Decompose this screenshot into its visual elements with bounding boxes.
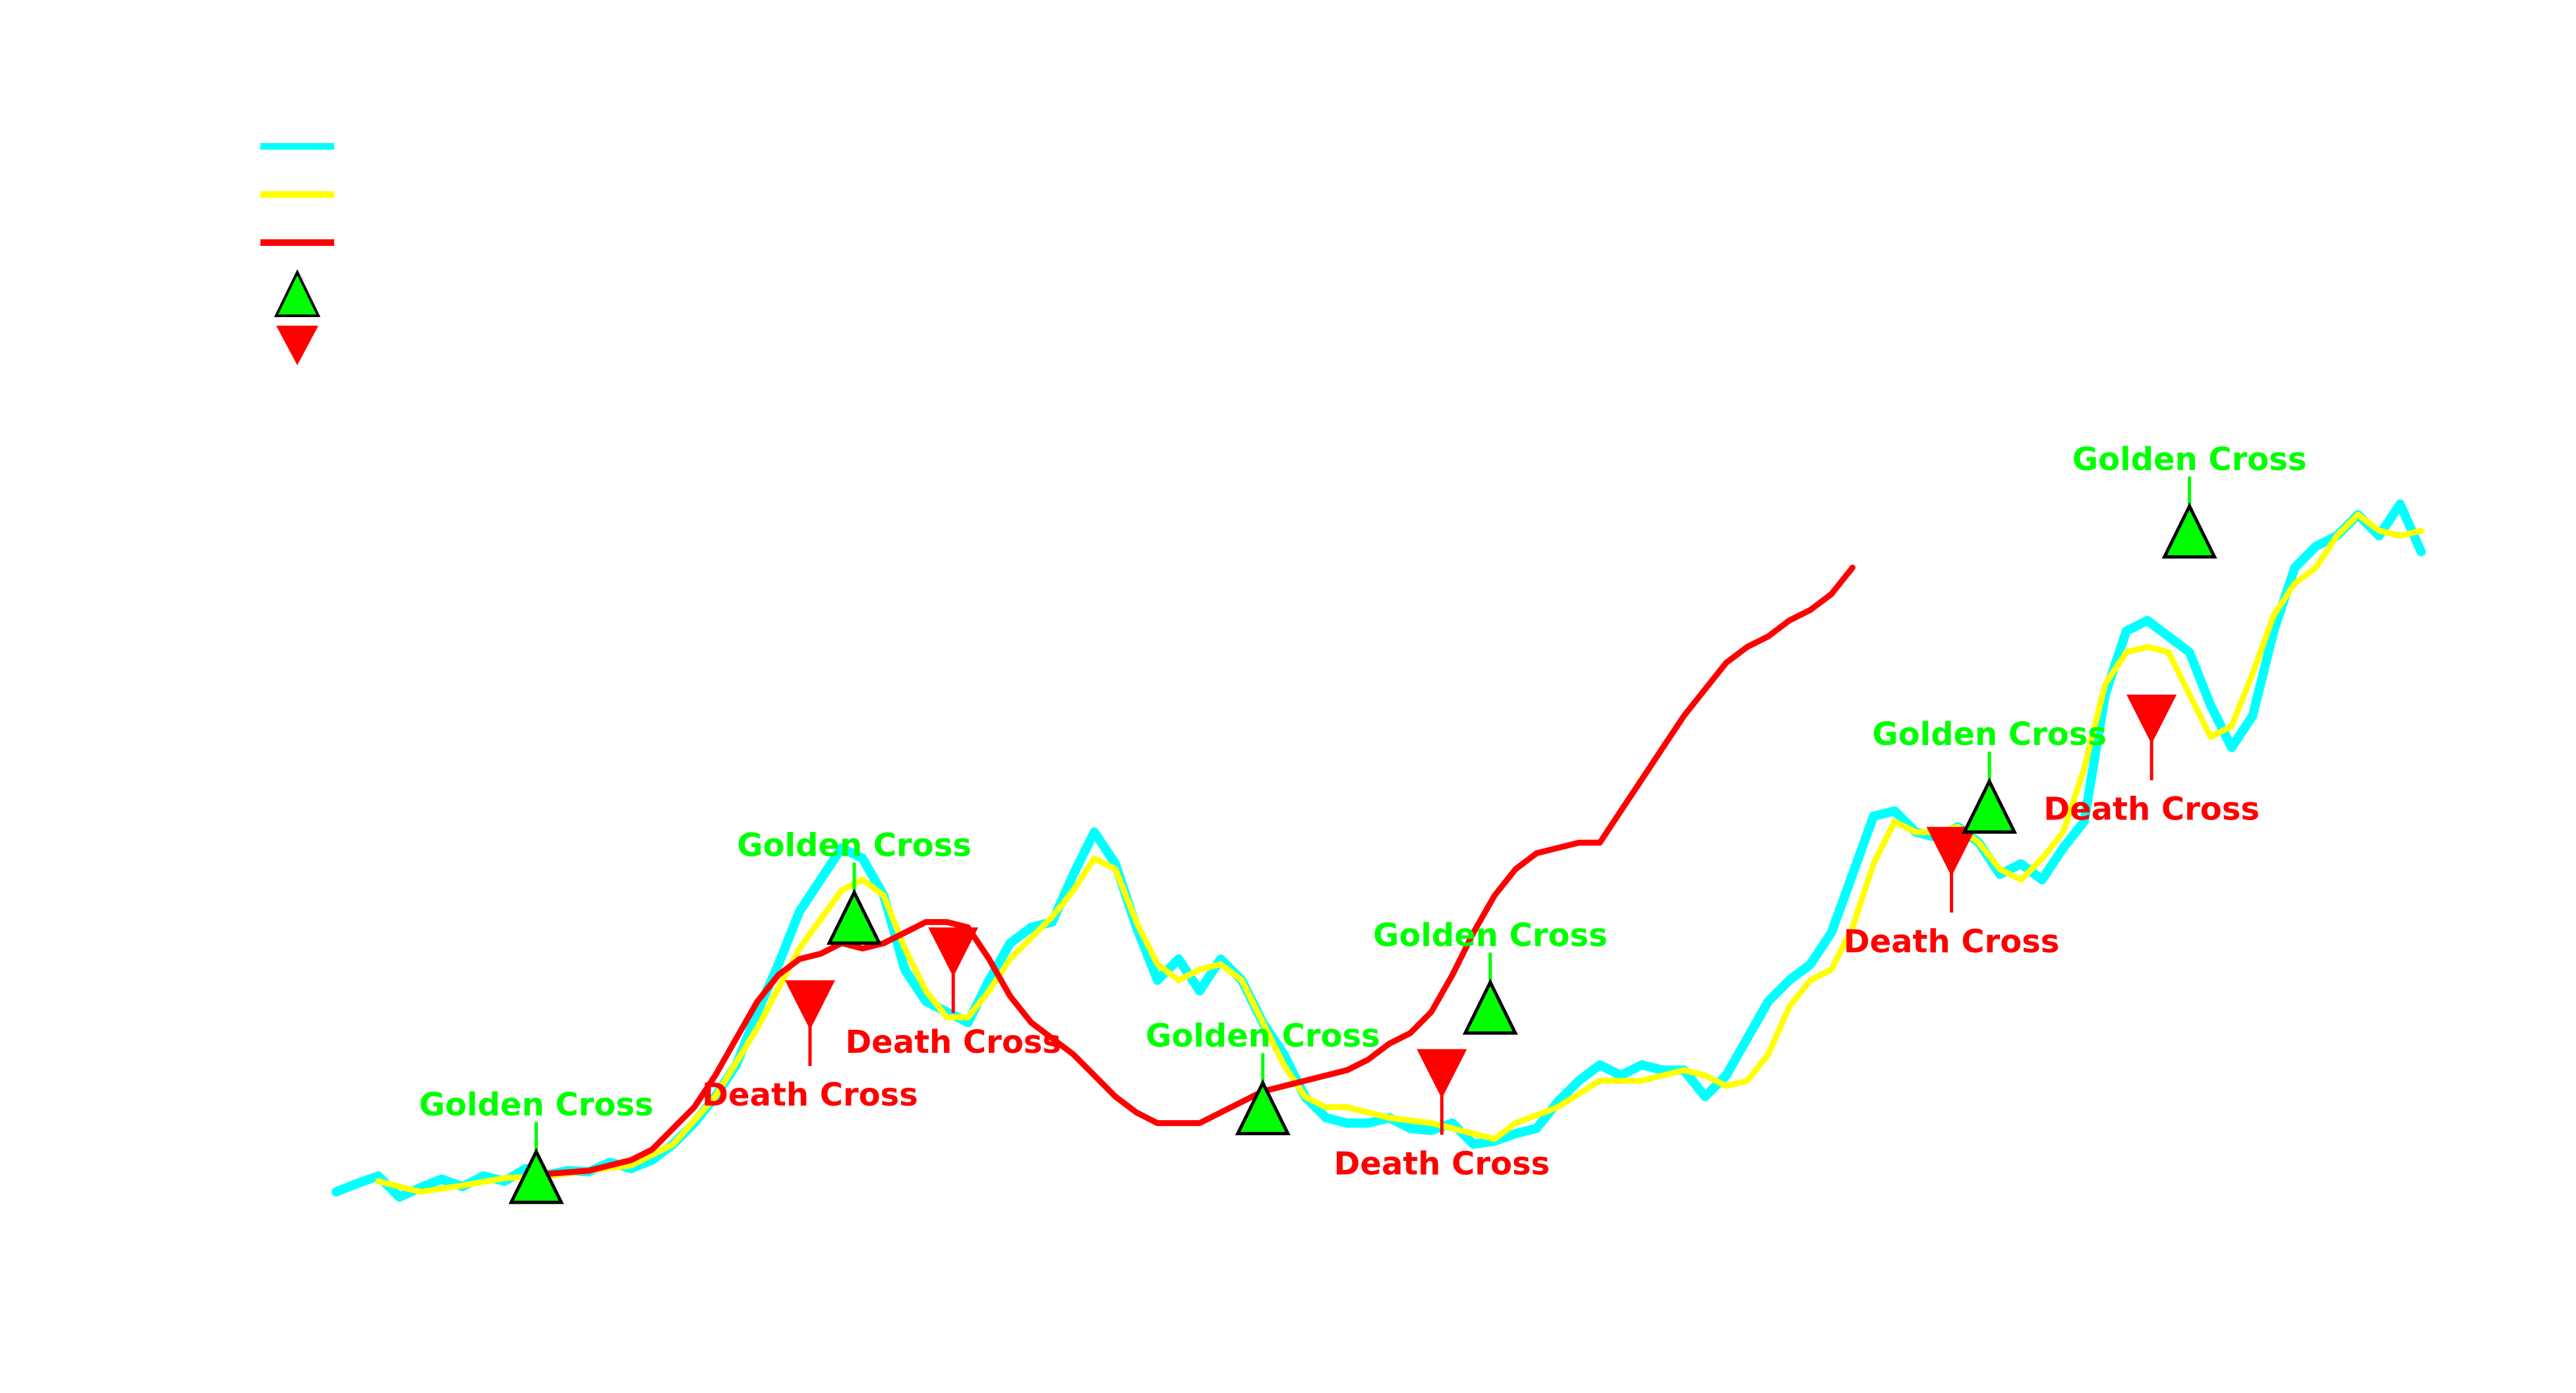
golden-cross-2: Golden Cross: [737, 827, 972, 945]
death-cross-marker: [784, 980, 835, 1030]
death-cross-label: Death Cross: [2043, 791, 2260, 828]
death-cross-marker: [1417, 1049, 1467, 1099]
series-lines: [332, 499, 2426, 1202]
golden-cross-10: Golden Cross: [2072, 441, 2307, 559]
series-line-ma_long: [544, 564, 1856, 1177]
death-cross-9: Death Cross: [2043, 694, 2260, 828]
golden-cross-marker: [826, 888, 882, 945]
golden-cross-4: Golden Cross: [1146, 1018, 1380, 1136]
death-cross-label: Death Cross: [1334, 1145, 1550, 1182]
death-cross-5: Death Cross: [1334, 1049, 1550, 1182]
golden-cross-label: Golden Cross: [1146, 1018, 1380, 1055]
legend: [260, 143, 334, 365]
death-cross-1: Death Cross: [702, 980, 918, 1113]
death-cross-marker: [928, 927, 979, 977]
golden-cross-6: Golden Cross: [1373, 917, 1608, 1035]
golden-cross-8: Golden Cross: [1872, 716, 2107, 834]
golden-cross-label: Golden Cross: [1872, 716, 2107, 753]
golden-cross-marker: [508, 1148, 564, 1204]
golden-cross-0: Golden Cross: [419, 1086, 654, 1204]
legend-handle-3: [274, 269, 321, 317]
death-cross-marker: [2126, 694, 2177, 744]
legend-handle-4: [276, 326, 318, 365]
series-line-ma_short: [375, 512, 2424, 1195]
death-cross-marker: [1926, 827, 1977, 877]
golden-cross-label: Golden Cross: [419, 1086, 654, 1123]
death-cross-label: Death Cross: [845, 1024, 1061, 1061]
golden-cross-marker: [1462, 978, 1518, 1035]
golden-cross-label: Golden Cross: [1373, 917, 1608, 954]
golden-cross-label: Golden Cross: [2072, 441, 2307, 478]
golden-cross-marker: [2161, 502, 2217, 559]
golden-cross-label: Golden Cross: [737, 827, 972, 864]
death-cross-label: Death Cross: [702, 1077, 918, 1113]
death-cross-label: Death Cross: [1844, 923, 2060, 960]
death-cross-7: Death Cross: [1844, 827, 2060, 960]
golden-cross-marker: [1235, 1079, 1291, 1136]
death-cross-3: Death Cross: [845, 927, 1061, 1061]
cross-markers: Golden Cross Death Cross Golden Cross Death…: [419, 441, 2307, 1204]
golden-cross-marker: [1962, 777, 2018, 834]
